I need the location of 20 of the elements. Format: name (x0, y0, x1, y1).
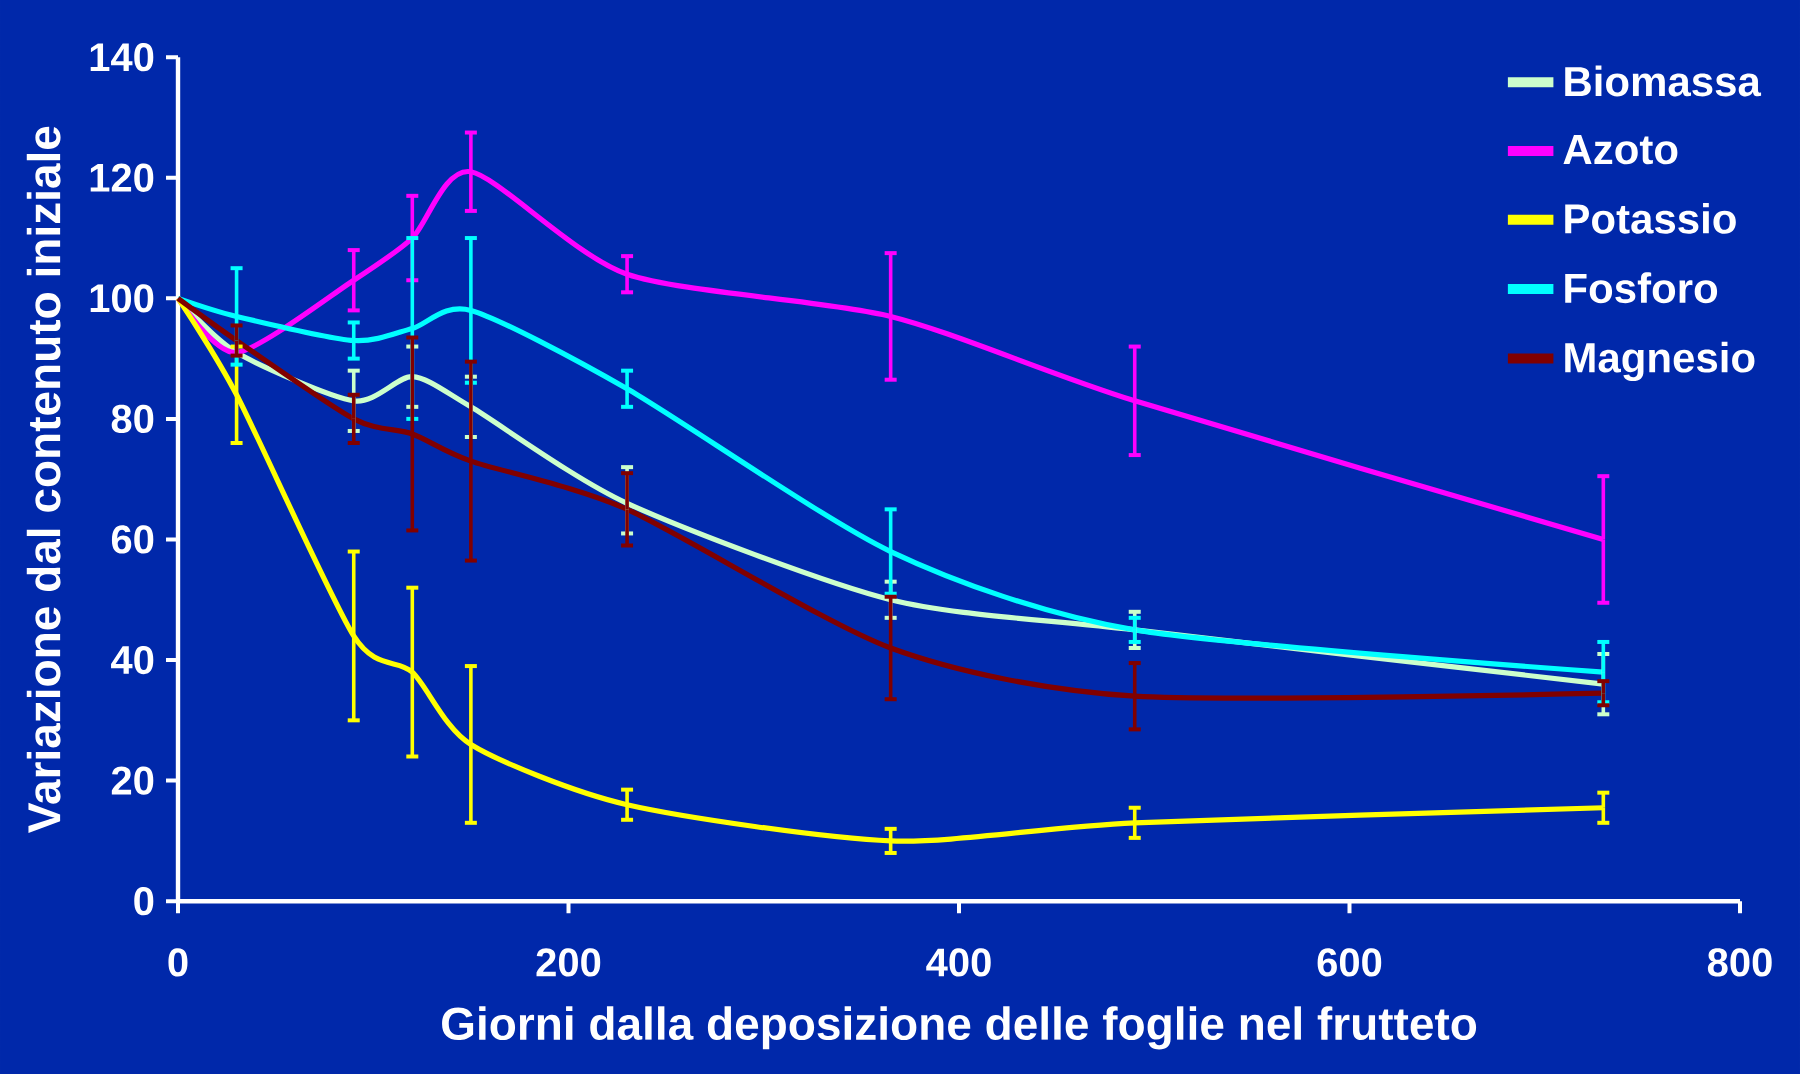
y-tick-label: 40 (111, 645, 154, 675)
legend-label: Biomassa (1565, 65, 1762, 97)
y-tick-label: 100 (90, 284, 154, 313)
x-tick-label: 200 (536, 948, 601, 977)
x-tick-label: 600 (1317, 948, 1382, 977)
x-tick-label: 400 (926, 948, 991, 977)
y-tick-label: 80 (111, 404, 154, 434)
y-tick-label: 120 (90, 163, 154, 192)
y-tick-label: 140 (90, 43, 154, 72)
x-tick-label: 800 (1707, 948, 1772, 977)
y-tick-label: 0 (134, 887, 154, 916)
y-tick-label: 20 (111, 766, 154, 795)
x-tick-label: 0 (168, 948, 188, 977)
legend-label: Magnesio (1565, 341, 1755, 382)
legend-label: Potassio (1565, 202, 1736, 234)
x-axis-title: Giorni dalla deposizione delle foglie nel frutteto (442, 1006, 1477, 1050)
legend-label: Fosforo (1565, 272, 1718, 304)
legend-label: Azoto (1563, 135, 1678, 165)
y-tick-label: 60 (111, 525, 154, 554)
y-axis-title: Variazione dal contenuto iniziale (26, 126, 61, 833)
